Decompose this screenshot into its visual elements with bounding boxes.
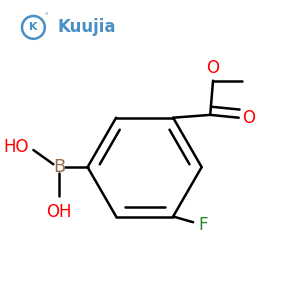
Text: F: F — [199, 216, 208, 234]
Text: HO: HO — [4, 138, 29, 156]
Text: K: K — [29, 22, 38, 32]
Text: °: ° — [44, 13, 47, 19]
Text: Kuujia: Kuujia — [58, 18, 116, 36]
Text: OH: OH — [46, 203, 72, 221]
Text: O: O — [207, 59, 220, 77]
Text: O: O — [242, 109, 255, 127]
Text: B: B — [53, 158, 65, 176]
